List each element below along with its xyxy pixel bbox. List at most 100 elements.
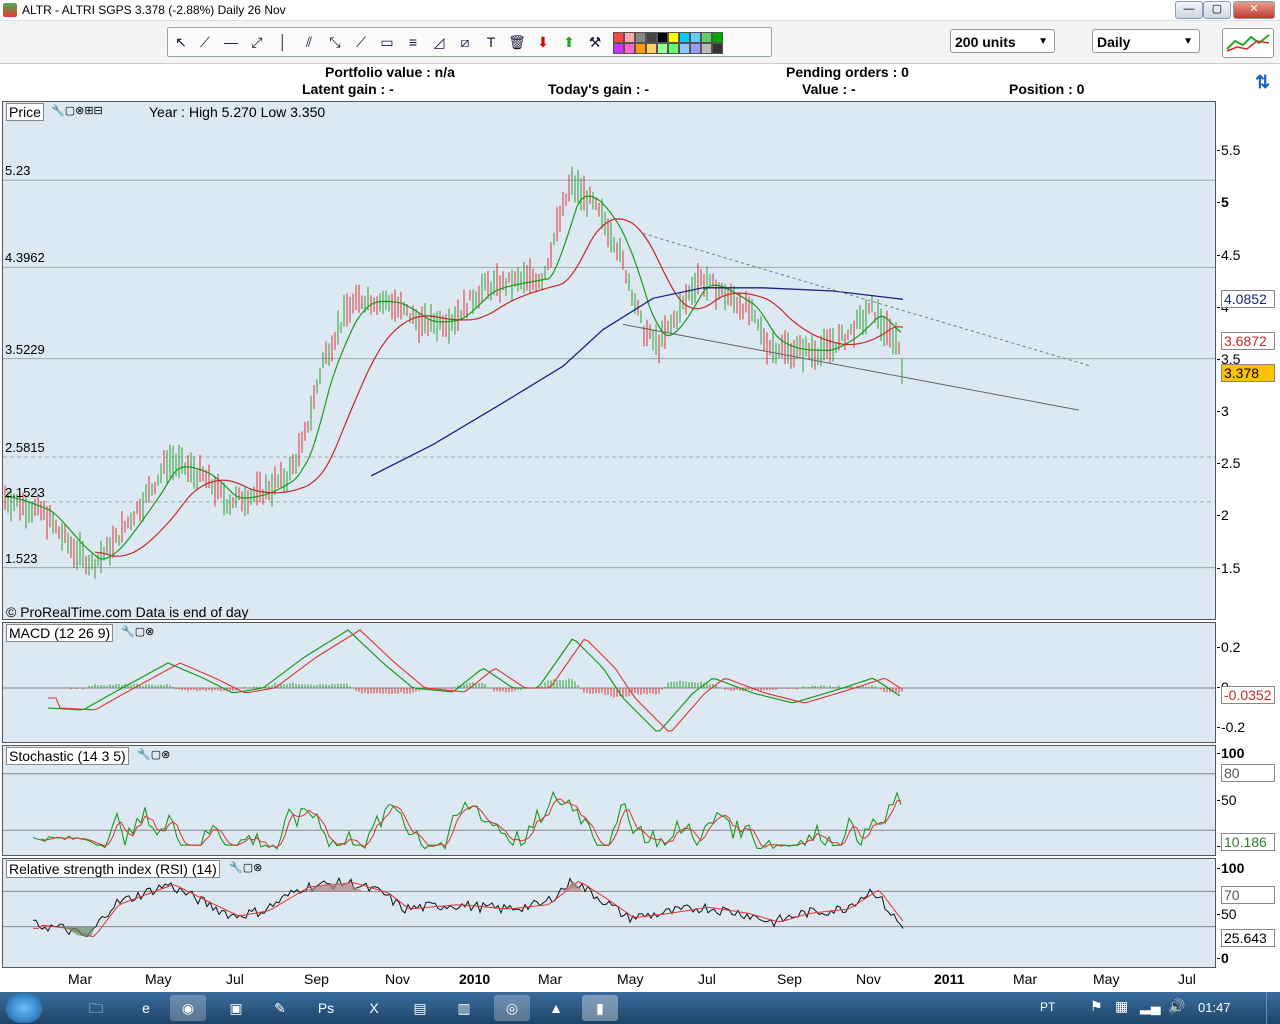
price-panel[interactable]: Price 🔧▢⊗⊞⊟ Year : High 5.270 Low 3.350 … [2,101,1216,620]
clock[interactable]: 01:47 [1198,1000,1231,1015]
pending-orders[interactable]: Pending orders : 0 [786,64,909,80]
prorealtime-icon[interactable]: ▮ [582,995,618,1021]
axis-tick: -0.2 [1216,719,1246,735]
pdf-icon[interactable]: ▣ [229,1000,243,1016]
x-tick: Jul [698,971,716,987]
remove-icon[interactable]: ⊟ [93,105,103,117]
explorer-icon[interactable]: 🗀 [89,1000,103,1016]
color-swatch[interactable] [624,43,635,54]
maximize-button[interactable]: ▢ [1203,1,1231,19]
add-icon[interactable]: ⊞ [84,105,94,117]
color-swatch[interactable] [613,32,624,43]
color-swatch[interactable] [646,43,657,54]
close-icon[interactable]: ⊗ [253,862,263,874]
trash-icon[interactable]: 🗑 [508,34,526,50]
signal-icon[interactable]: ▂▄ [1140,998,1161,1014]
window-icon[interactable]: ▢ [134,626,146,638]
language-indicator[interactable]: PT [1040,1000,1056,1014]
excel-icon[interactable]: X [369,1000,379,1016]
regression-icon[interactable]: ⧄ [460,34,470,50]
ie-icon[interactable]: e [142,1000,150,1016]
rectangle-icon[interactable]: ▭ [380,34,394,50]
color-swatch[interactable] [690,32,701,43]
ray-icon[interactable]: ⟋ [356,34,366,50]
axis-tick: 1.5 [1216,560,1241,576]
color-swatch[interactable] [712,32,723,43]
up-arrow-icon[interactable]: ⬆ [563,34,575,50]
axis-tick: 2 [1217,507,1229,523]
show-desktop-button[interactable] [1266,992,1280,1024]
minimize-button[interactable]: — [1175,1,1203,19]
close-icon[interactable]: ⊗ [145,626,155,638]
app-icon[interactable]: ✎ [274,1000,286,1016]
color-swatch[interactable] [679,32,690,43]
close-button[interactable]: ✕ [1233,1,1275,19]
color-swatch[interactable] [679,43,690,54]
color-swatch[interactable] [712,43,723,54]
wrench-icon[interactable]: 🔧 [121,626,135,638]
color-swatch[interactable] [635,32,646,43]
price-panel-label: Price [6,103,44,121]
window-icon[interactable]: ▢ [150,749,162,761]
window-icon[interactable]: ▢ [242,862,254,874]
period-select[interactable]: Daily ▼ [1092,29,1200,53]
network-icon[interactable]: ▦ [1115,998,1129,1014]
year-range: Year : High 5.270 Low 3.350 [149,104,326,120]
stochastic-tag: 10.186 [1221,833,1275,851]
close-icon[interactable]: ⊗ [161,749,171,761]
rsi-panel[interactable]: Relative strength index (RSI) (14) 🔧▢⊗ [2,858,1216,968]
x-tick: Sep [304,971,329,987]
start-button[interactable] [6,993,42,1023]
window-icon[interactable]: ▢ [64,105,76,117]
photoshop-icon[interactable]: Ps [317,1000,335,1016]
color-swatch[interactable] [635,43,646,54]
document-icon[interactable]: ▥ [457,1000,471,1016]
flag-icon[interactable]: ⚑ [1090,998,1103,1014]
refresh-icon[interactable]: ⇅ [1255,72,1271,92]
color-swatch[interactable] [701,43,712,54]
channel-icon[interactable]: ⫽ [305,34,313,50]
wrench-icon[interactable]: 🔧 [229,862,243,874]
down-arrow-icon[interactable]: ⬇ [537,34,549,50]
color-swatch[interactable] [668,32,679,43]
wrench-icon[interactable]: 🔧 [51,105,65,117]
color-swatch[interactable] [657,32,668,43]
color-swatch[interactable] [690,43,701,54]
position[interactable]: Position : 0 [1009,81,1085,97]
fibonacci-icon[interactable]: ≡ [408,34,418,50]
macd-panel[interactable]: MACD (12 26 9) 🔧▢⊗ [2,622,1216,743]
pointer-icon[interactable]: ↖ [175,34,187,50]
ruler-icon[interactable]: ⟋ [200,34,210,50]
panel-controls: 🔧▢⊗ [229,861,262,875]
fan-icon[interactable]: ⤡ [329,34,341,50]
chart-type-icon[interactable] [1222,28,1274,58]
camera-icon[interactable]: ◎ [494,995,530,1021]
color-palette[interactable] [613,31,763,54]
color-swatch[interactable] [668,43,679,54]
volume-icon[interactable]: 🔊 [1168,998,1186,1014]
panel-controls: 🔧▢⊗ [137,748,170,762]
color-swatch[interactable] [657,43,668,54]
units-select[interactable]: 200 units ▼ [950,29,1055,53]
close-icon[interactable]: ⊗ [75,105,85,117]
text-icon[interactable]: T [486,34,496,50]
chevron-down-icon: ▼ [1038,36,1048,47]
color-swatch[interactable] [646,32,657,43]
stochastic-d-line [40,798,902,848]
chrome-icon[interactable]: ◉ [170,995,206,1021]
panel-controls: 🔧▢⊗⊞⊟ [51,104,103,118]
color-swatch[interactable] [701,32,712,43]
level-label: 2.5815 [5,440,45,455]
color-swatch[interactable] [624,32,635,43]
vertical-line-icon[interactable]: │ [278,34,288,50]
horizontal-line-icon[interactable]: — [224,34,238,50]
trendline-icon[interactable]: ⤢ [251,34,263,50]
stochastic-panel[interactable]: Stochastic (14 3 5) 🔧▢⊗ [2,745,1216,856]
color-swatch[interactable] [613,43,624,54]
vlc-icon[interactable]: ▲ [549,1000,563,1016]
wrench-icon[interactable]: 🔧 [137,749,151,761]
tools-icon[interactable]: ⚒ [588,34,602,50]
triangle-icon[interactable]: ◿ [433,34,445,50]
notepad-icon[interactable]: ▤ [413,1000,427,1016]
axis-tick: 3 [1217,403,1229,419]
